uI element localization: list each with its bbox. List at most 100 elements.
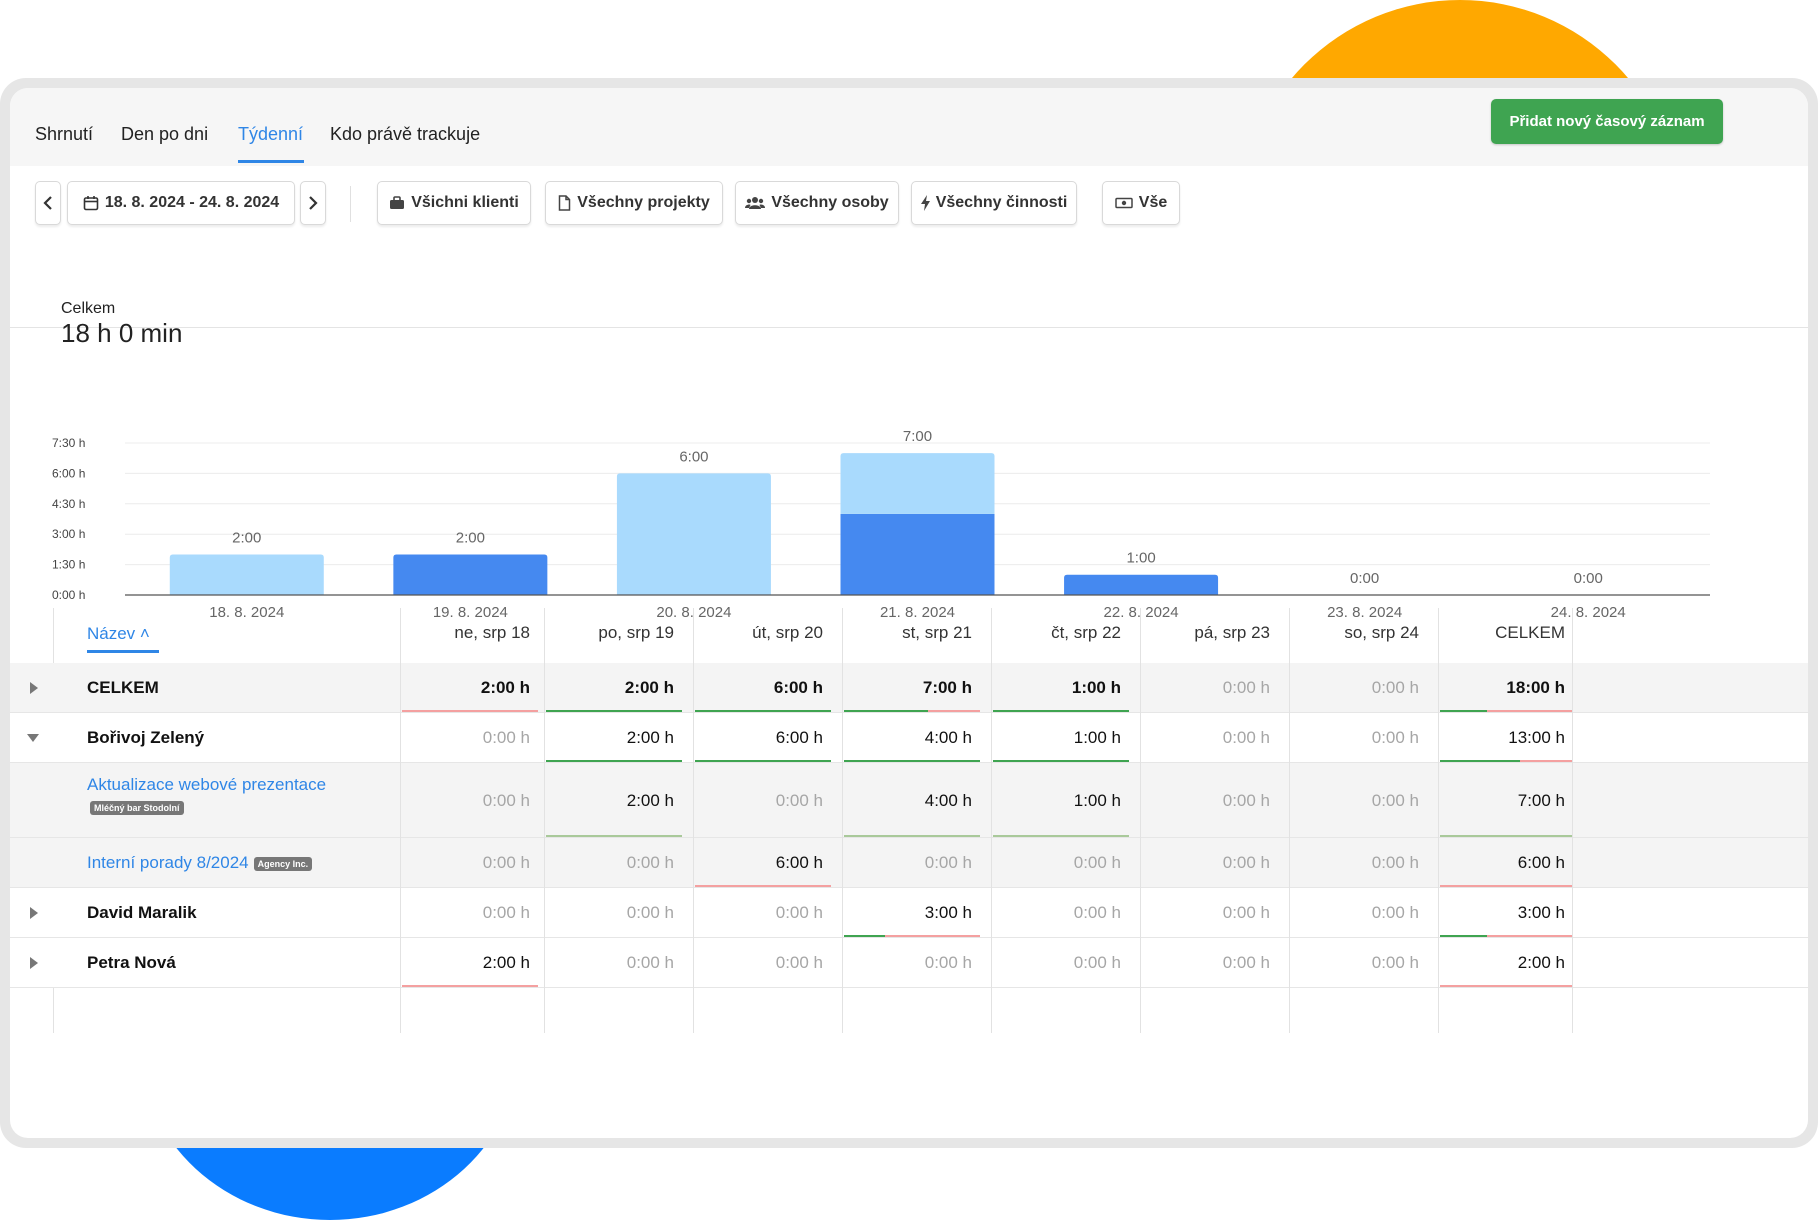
day-value: 1:00 h bbox=[1073, 790, 1121, 810]
billing-filter-label: Vše bbox=[1138, 194, 1168, 211]
column-divider bbox=[1572, 608, 1573, 1033]
progress-underline-green bbox=[695, 710, 831, 712]
progress-underline-green bbox=[695, 760, 831, 762]
day-value: 0:00 h bbox=[1371, 903, 1419, 922]
add-time-entry-button[interactable]: Přidat nový časový záznam bbox=[1491, 99, 1723, 144]
chart-bar-label: 7:00 bbox=[903, 428, 932, 445]
total-column-header: CELKEM bbox=[1495, 623, 1565, 642]
day-value: 0:00 h bbox=[1371, 953, 1419, 972]
progress-underline-green bbox=[546, 710, 682, 712]
day-column-header: čt, srp 22 bbox=[1051, 623, 1121, 642]
bolt-icon bbox=[920, 195, 930, 211]
people-filter[interactable]: Všechny osoby bbox=[735, 181, 899, 225]
tab-summary[interactable]: Shrnutí bbox=[35, 124, 94, 144]
progress-underline-red bbox=[402, 710, 538, 712]
money-icon bbox=[1115, 197, 1133, 209]
day-column-header: st, srp 21 bbox=[902, 623, 972, 642]
row-total-value: 7:00 h bbox=[1517, 790, 1565, 810]
day-value: 0:00 h bbox=[1371, 728, 1419, 747]
app-frame: Shrnutí Den po dni Týdenní Kdo právě tra… bbox=[0, 78, 1818, 1148]
column-divider bbox=[842, 608, 843, 1033]
progress-underline-green bbox=[844, 935, 885, 937]
day-value: 1:00 h bbox=[1073, 728, 1121, 747]
day-value: 0:00 h bbox=[1222, 728, 1270, 747]
users-icon bbox=[745, 197, 766, 209]
day-value: 0:00 h bbox=[924, 853, 972, 872]
day-value: 0:00 h bbox=[1371, 678, 1419, 697]
day-value: 2:00 h bbox=[480, 678, 530, 697]
chart-ytick-label: 0:00 h bbox=[52, 588, 85, 602]
day-value: 0:00 h bbox=[482, 728, 530, 747]
prev-week-button[interactable] bbox=[35, 181, 61, 225]
progress-underline-red bbox=[1519, 760, 1573, 762]
day-value: 0:00 h bbox=[482, 790, 530, 810]
table-row[interactable] bbox=[10, 763, 1808, 838]
chart-xtick-label: 18. 8. 2024 bbox=[209, 604, 284, 618]
day-value: 2:00 h bbox=[624, 678, 674, 697]
chart-ytick-label: 4:30 h bbox=[52, 497, 85, 511]
expand-caret-icon[interactable] bbox=[30, 682, 38, 694]
projects-filter-label: Všechny projekty bbox=[577, 194, 710, 211]
table-row[interactable] bbox=[10, 713, 1808, 763]
chart-bar bbox=[840, 453, 995, 514]
row-name: David Maralik bbox=[87, 903, 197, 922]
progress-underline-red bbox=[1486, 710, 1573, 712]
column-divider bbox=[991, 608, 992, 1033]
activities-filter[interactable]: Všechny činnosti bbox=[911, 181, 1077, 225]
day-column-header: pá, srp 23 bbox=[1194, 623, 1270, 642]
projects-filter[interactable]: Všechny projekty bbox=[545, 181, 723, 225]
progress-underline-green bbox=[546, 760, 682, 762]
project-name-link[interactable]: Interní porady 8/2024 Agency Inc. bbox=[87, 853, 313, 873]
date-range-label: 18. 8. 2024 - 24. 8. 2024 bbox=[104, 194, 280, 211]
day-value: 4:00 h bbox=[924, 728, 972, 747]
day-value: 1:00 h bbox=[1071, 678, 1121, 697]
tab-weekly[interactable]: Týdenní bbox=[238, 124, 304, 144]
expand-caret-icon[interactable] bbox=[30, 957, 38, 969]
progress-underline-red bbox=[695, 885, 831, 887]
table-row[interactable] bbox=[10, 663, 1808, 713]
expand-caret-icon[interactable] bbox=[30, 907, 38, 919]
chart-bar bbox=[616, 473, 771, 595]
column-divider bbox=[1438, 608, 1439, 1033]
chart-bar-label: 2:00 bbox=[456, 529, 485, 546]
client-tag: Agency Inc. bbox=[253, 856, 313, 871]
progress-underline-green bbox=[1440, 760, 1520, 762]
day-value: 7:00 h bbox=[922, 678, 972, 697]
day-value: 6:00 h bbox=[775, 853, 823, 872]
chart-bar bbox=[1064, 574, 1219, 595]
next-week-button[interactable] bbox=[300, 181, 326, 225]
file-icon bbox=[559, 195, 571, 211]
chart-ytick-label: 1:30 h bbox=[52, 558, 85, 572]
progress-underline-green bbox=[844, 760, 980, 762]
total-value: 18 h 0 min bbox=[61, 318, 183, 348]
progress-underline-green bbox=[993, 760, 1129, 762]
collapse-caret-icon[interactable] bbox=[27, 734, 39, 742]
day-value: 4:00 h bbox=[924, 790, 972, 810]
billing-filter[interactable]: Vše bbox=[1102, 181, 1180, 225]
table-row[interactable] bbox=[10, 888, 1808, 938]
day-value: 0:00 h bbox=[1222, 853, 1270, 872]
date-range-picker[interactable]: 18. 8. 2024 - 24. 8. 2024 bbox=[67, 181, 295, 225]
table-row[interactable] bbox=[10, 938, 1808, 988]
day-value: 0:00 h bbox=[775, 790, 823, 810]
column-divider bbox=[400, 608, 401, 1033]
tab-who-is-tracking[interactable]: Kdo právě trackuje bbox=[330, 124, 481, 144]
chart-bar-label: 6:00 bbox=[679, 448, 708, 465]
total-label: Celkem bbox=[61, 300, 116, 317]
progress-underline bbox=[546, 835, 682, 837]
day-value: 0:00 h bbox=[1073, 903, 1121, 922]
tab-day-by-day[interactable]: Den po dni bbox=[121, 124, 209, 144]
day-value: 0:00 h bbox=[1371, 790, 1419, 810]
progress-underline-green bbox=[1440, 935, 1487, 937]
clients-filter[interactable]: Všichni klienti bbox=[377, 181, 531, 225]
progress-underline-red bbox=[884, 935, 980, 937]
chart-xtick-label: 22. 8. 2024 bbox=[1104, 604, 1179, 618]
sort-indicator bbox=[87, 650, 159, 653]
chart-bar bbox=[169, 554, 324, 595]
row-name: Bořivoj Zelený bbox=[87, 728, 205, 747]
project-name-link[interactable]: Aktualizace webové prezentace Mléčný bar … bbox=[87, 775, 327, 815]
day-value: 0:00 h bbox=[482, 853, 530, 872]
filter-bar bbox=[10, 166, 1808, 328]
day-value: 0:00 h bbox=[626, 853, 674, 872]
name-sort-header[interactable]: Název ˄ bbox=[87, 624, 150, 643]
